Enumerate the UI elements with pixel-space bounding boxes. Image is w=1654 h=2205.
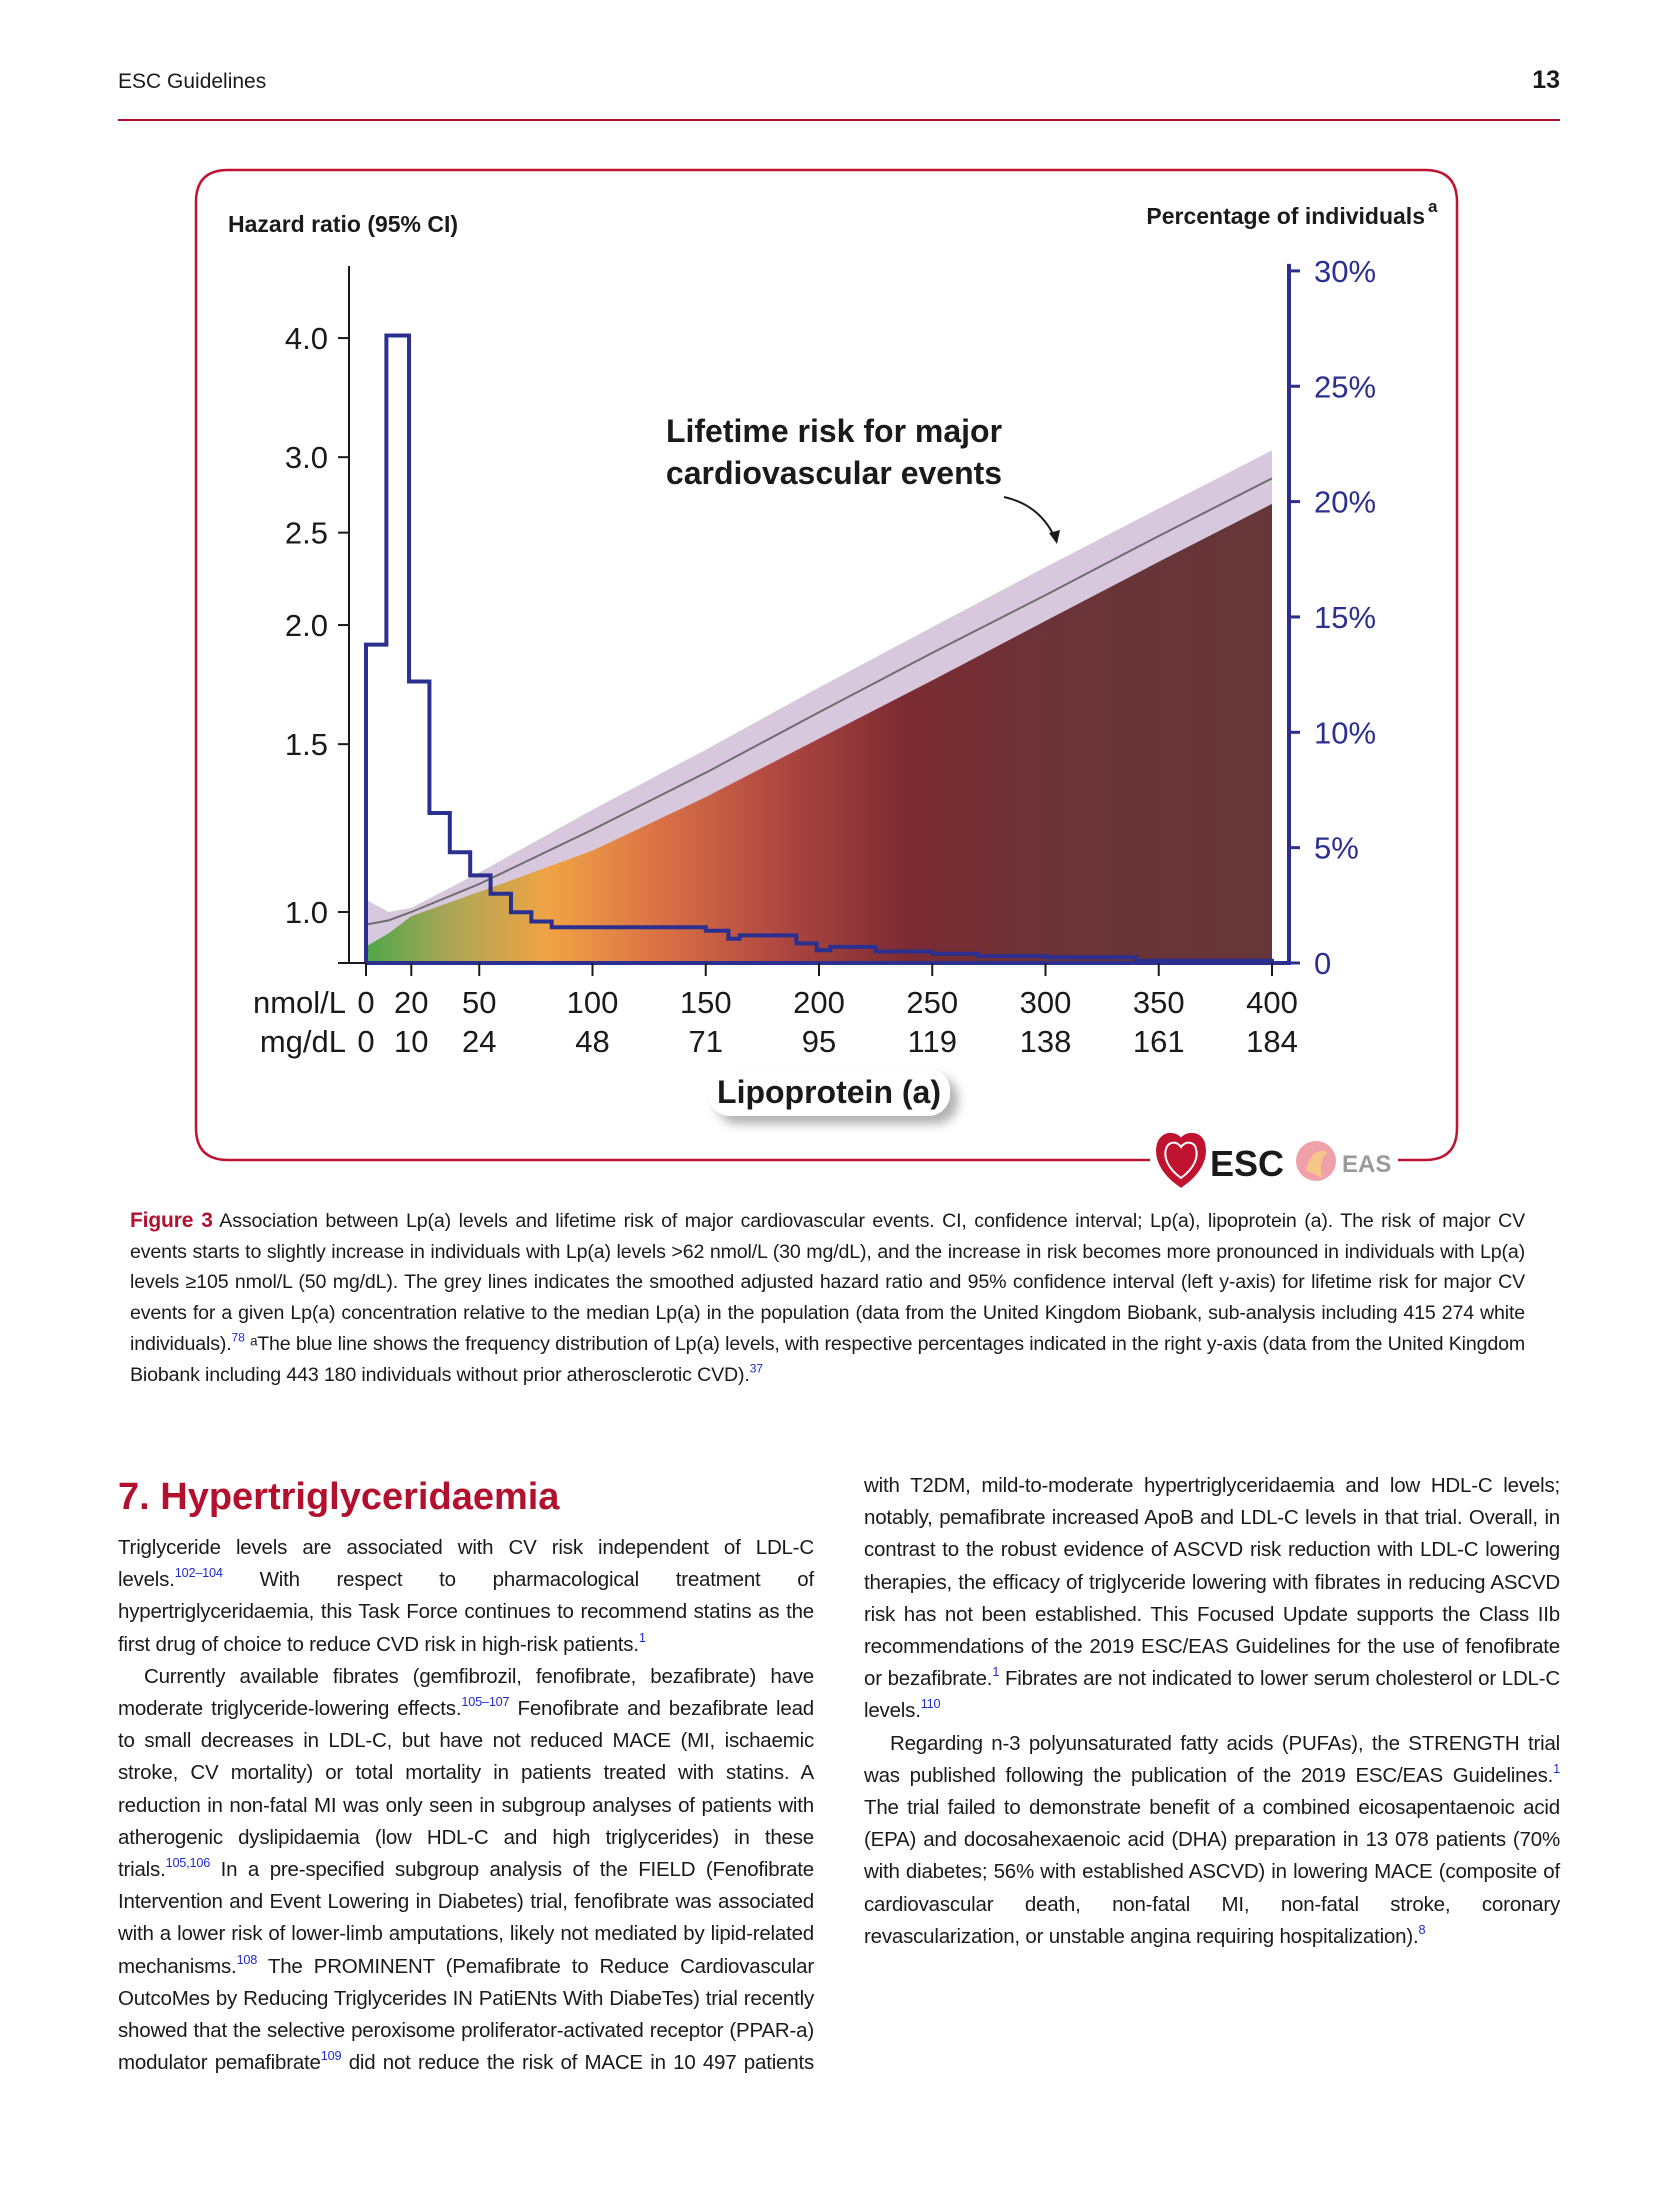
lifetime-risk-area	[366, 503, 1272, 963]
paragraph-text: The PROMINENT (Pemafibrate to Reduce Car…	[118, 1954, 814, 2075]
section-heading: 7. Hypertriglyceridaemia	[118, 1476, 560, 1518]
x-tick-label-mgdl: 95	[802, 1024, 836, 1059]
paragraph-text: Regarding n-3 polyunsaturated fatty acid…	[864, 1731, 1560, 1787]
annotation-arrow	[1003, 496, 1056, 539]
x-tick-label-nmol: 0	[357, 985, 374, 1020]
page-number: 13	[1532, 66, 1560, 94]
left-y-tick-label: 1.0	[285, 895, 328, 930]
histogram-line	[364, 333, 1274, 963]
reference-citation[interactable]: 110	[920, 1696, 941, 1712]
caption-text: Association between Lp(a) levels and lif…	[130, 1210, 1525, 1355]
x-tick-label-mgdl: 24	[462, 1024, 496, 1059]
figure-label: Figure 3	[130, 1209, 213, 1232]
reference-citation[interactable]: 105–107	[461, 1694, 510, 1710]
section-body: Triglyceride levels are associated with …	[118, 1470, 1560, 2090]
reference-citation[interactable]: 105,106	[165, 1855, 211, 1871]
right-axis-title-footnote: a	[1428, 197, 1438, 216]
x-tick-label-nmol: 150	[680, 985, 732, 1020]
left-axis-title: Hazard ratio (95% CI)	[228, 211, 458, 237]
right-y-tick-label: 25%	[1314, 369, 1376, 404]
header-rule	[118, 119, 1560, 121]
reference-citation[interactable]: 108	[236, 1951, 258, 1967]
figure-3-chart: Hazard ratio (95% CI) Percentage of indi…	[194, 168, 1459, 1188]
esc-logo: ESC	[1156, 1132, 1284, 1188]
paragraph-text: did not reduce the risk of MACE in 10 49…	[341, 1474, 1561, 2075]
left-y-tick-label: 2.0	[285, 608, 328, 643]
x-tick-label-nmol: 250	[906, 985, 958, 1020]
paragraph-text: The trial failed to demonstrate benefit …	[864, 1796, 1560, 1948]
right-y-tick-label: 30%	[1314, 254, 1376, 289]
body-paragraph: Currently available fibrates (gemfibrozi…	[118, 1470, 1560, 2090]
paragraph-text: Currently available fibrates (gemfibrozi…	[118, 1664, 814, 1721]
x-tick-label-nmol: 100	[567, 985, 619, 1020]
x-tick-label-mgdl: 184	[1246, 1024, 1298, 1059]
reference-citation[interactable]: 1	[1553, 1760, 1560, 1776]
x-tick-label-mgdl: 48	[575, 1024, 609, 1059]
figure-caption: Figure 3 Association between Lp(a) level…	[130, 1206, 1525, 1390]
hazard-ratio-line	[365, 477, 1273, 926]
annotation-line-2: cardiovascular events	[666, 455, 1002, 491]
right-y-tick-label: 5%	[1314, 831, 1359, 866]
left-y-tick-label: 3.0	[285, 440, 328, 475]
eas-logo-text: EAS	[1342, 1151, 1391, 1178]
reference-citation[interactable]: 102–104	[174, 1565, 223, 1581]
reference-citation[interactable]: 37	[749, 1361, 763, 1376]
paragraph-text: Fenofibrate and bezafibrate lead to smal…	[118, 1697, 814, 1882]
esc-logo-text: ESC	[1210, 1143, 1284, 1184]
reference-citation[interactable]: 1	[992, 1664, 1000, 1680]
figure-frame	[194, 168, 1459, 1162]
right-y-tick-label: 10%	[1314, 715, 1376, 750]
section-hypertriglyceridaemia: 7. Hypertriglyceridaemia Triglyceride le…	[118, 1470, 1560, 2090]
x-tick-label-nmol: 200	[793, 985, 845, 1020]
x-unit-nmol: nmol/L	[253, 985, 346, 1020]
left-y-tick-label: 4.0	[285, 321, 328, 356]
x-axis-title: Lipoprotein (a)	[717, 1074, 941, 1110]
right-y-tick-label: 0	[1314, 946, 1331, 981]
x-unit-mgdl: mg/dL	[260, 1024, 346, 1059]
reference-citation[interactable]: 78	[231, 1330, 245, 1345]
x-tick-label-nmol: 350	[1133, 985, 1185, 1020]
hazard-ratio-ci-band	[366, 450, 1272, 947]
x-tick-label-nmol: 20	[394, 985, 428, 1020]
reference-citation[interactable]: 109	[320, 2048, 342, 2064]
left-y-tick-label: 2.5	[285, 516, 328, 551]
left-y-tick-label: 1.5	[285, 727, 328, 762]
eas-logo: EAS	[1296, 1141, 1391, 1181]
x-tick-label-mgdl: 119	[908, 1024, 957, 1059]
x-title-pill	[708, 1068, 950, 1116]
right-axis-title: Percentage of individuals	[1146, 203, 1425, 229]
x-tick-label-mgdl: 138	[1020, 1024, 1072, 1059]
right-y-tick-label: 15%	[1314, 600, 1376, 635]
x-tick-label-mgdl: 71	[689, 1024, 723, 1059]
running-title: ESC Guidelines	[118, 70, 267, 93]
x-tick-label-nmol: 300	[1020, 985, 1072, 1020]
x-tick-label-mgdl: 10	[394, 1024, 428, 1059]
annotation-arrowhead	[1049, 530, 1060, 544]
caption-text: ᵃThe blue line shows the frequency distr…	[130, 1332, 1525, 1386]
x-tick-label-mgdl: 0	[357, 1024, 374, 1059]
paragraph-text: With respect to pharmacological treatmen…	[118, 1568, 814, 1656]
reference-citation[interactable]: 8	[1418, 1921, 1426, 1937]
paragraph-text: Triglyceride levels are associated with …	[118, 1536, 814, 1592]
x-tick-label-mgdl: 161	[1133, 1024, 1185, 1059]
reference-citation[interactable]: 1	[638, 1629, 646, 1645]
paragraph-text: Fibrates are not indicated to lower seru…	[864, 1667, 1560, 1723]
x-tick-label-nmol: 400	[1246, 985, 1298, 1020]
annotation-line-1: Lifetime risk for major	[666, 413, 1002, 449]
body-paragraph: Triglyceride levels are associated with …	[118, 1532, 814, 1661]
paragraph-text: In a pre-specified subgroup analysis of …	[118, 1858, 814, 1978]
esc-heart-icon	[1156, 1132, 1206, 1188]
x-tick-label-nmol: 50	[462, 985, 496, 1020]
right-y-tick-label: 20%	[1314, 485, 1376, 520]
body-paragraph: Regarding n-3 polyunsaturated fatty acid…	[864, 1728, 1560, 1953]
